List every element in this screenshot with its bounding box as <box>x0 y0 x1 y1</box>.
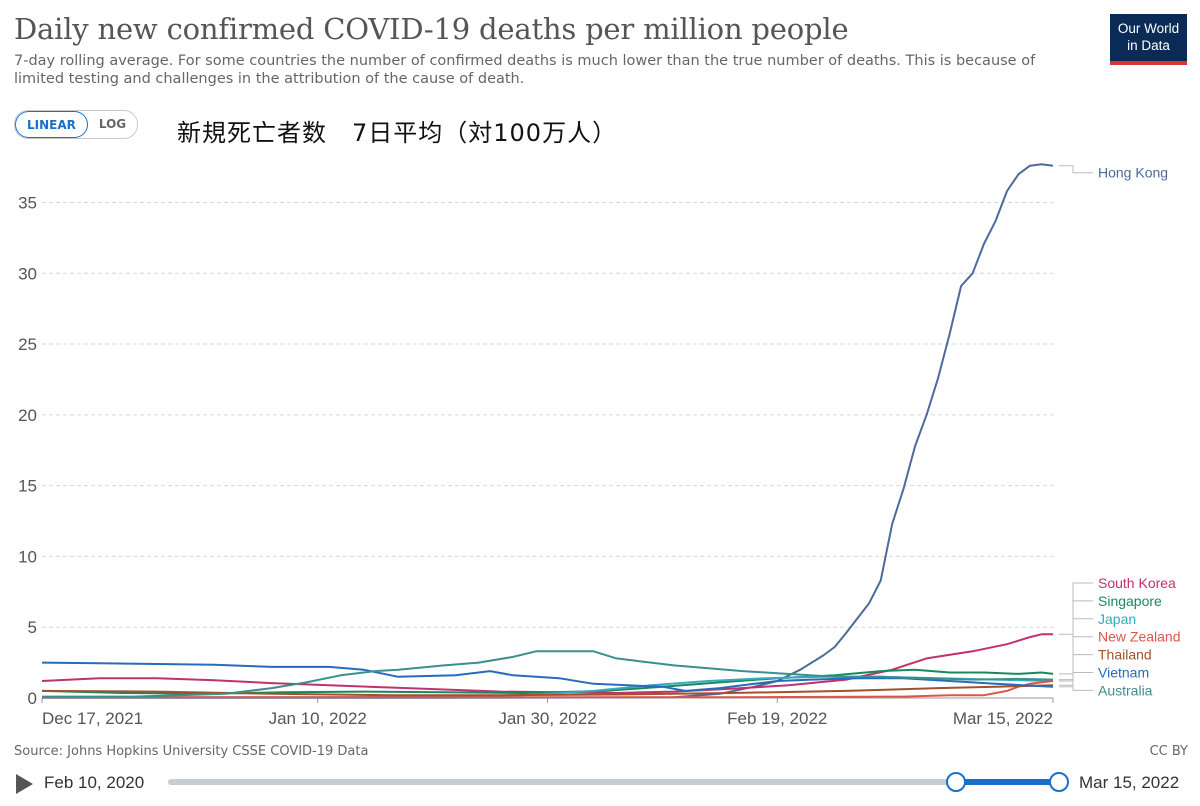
y-tick-label: 10 <box>18 547 37 566</box>
source-note: Source: Johns Hopkins University CSSE CO… <box>14 744 369 759</box>
timeline-start-label: Feb 10, 2020 <box>44 773 145 792</box>
series-line-australia <box>42 650 1054 698</box>
x-tick-label: Feb 19, 2022 <box>727 709 827 728</box>
connector-australia <box>1059 679 1093 691</box>
connector-singapore <box>1059 600 1093 675</box>
scale-toggle: LINEAR LOG <box>14 110 139 139</box>
line-chart: 0 5 10 15 20 25 30 35 Dec 17, 2021 Jan 10, 2022 Ja… <box>18 163 1181 728</box>
series-label-thailand: Thailand <box>1098 647 1152 663</box>
timeline-end-label: Mar 15, 2022 <box>1079 773 1180 792</box>
timeline-selected-range <box>956 779 1058 785</box>
timeline-track[interactable] <box>168 779 1058 785</box>
owid-logo[interactable]: Our World in Data <box>1110 14 1187 65</box>
x-tick-label: Jan 30, 2022 <box>498 709 596 728</box>
connector-hong-kong <box>1059 165 1093 174</box>
y-tick-label: 20 <box>18 406 37 425</box>
series-label-vietnam: Vietnam <box>1098 665 1149 681</box>
license-label[interactable]: CC BY <box>1149 744 1188 759</box>
linear-scale-button[interactable]: LINEAR <box>15 111 88 138</box>
logo-line-2: in Data <box>1127 38 1170 53</box>
y-tick-label: 15 <box>18 477 37 496</box>
series-label-australia: Australia <box>1098 682 1153 698</box>
series-label-singapore: Singapore <box>1098 593 1162 609</box>
x-tick-label: Jan 10, 2022 <box>269 709 367 728</box>
series-label-japan: Japan <box>1098 611 1136 627</box>
timeline-end-handle[interactable] <box>1049 772 1069 792</box>
series-line-singapore <box>41 668 1054 695</box>
japanese-annotation: 新規死亡者数 7日平均（対100万人） <box>177 119 618 147</box>
connector-south-korea <box>1059 582 1093 635</box>
logo-line-1: Our World <box>1117 21 1180 36</box>
connector-japan <box>1059 618 1093 682</box>
series-line-hong-kong <box>42 163 1054 699</box>
connector-thailand <box>1059 654 1093 686</box>
log-scale-button[interactable]: LOG <box>98 117 127 131</box>
chart-title: Daily new confirmed COVID-19 deaths per … <box>14 12 849 46</box>
chart-subtitle: 7-day rolling average. For some countrie… <box>14 53 1036 87</box>
y-tick-label: 35 <box>18 193 37 212</box>
series-line-vietnam <box>41 661 1054 692</box>
series-line-south-korea <box>41 633 1053 694</box>
play-icon[interactable] <box>16 774 33 794</box>
timeline-start-handle[interactable] <box>946 772 966 792</box>
y-tick-label: 25 <box>18 335 37 354</box>
y-tick-label: 5 <box>28 618 37 637</box>
timeline-slider: Feb 10, 2020 Mar 15, 2022 <box>0 766 1200 802</box>
series-label-hong-kong: Hong Kong <box>1098 165 1168 181</box>
series-label-south-korea: South Korea <box>1098 575 1176 591</box>
y-tick-label: 0 <box>28 689 37 708</box>
y-tick-label: 30 <box>18 264 37 283</box>
x-tick-label: Mar 15, 2022 <box>953 709 1053 728</box>
series-label-new-zealand: New Zealand <box>1098 629 1181 645</box>
x-tick-label: Dec 17, 2021 <box>42 709 143 728</box>
